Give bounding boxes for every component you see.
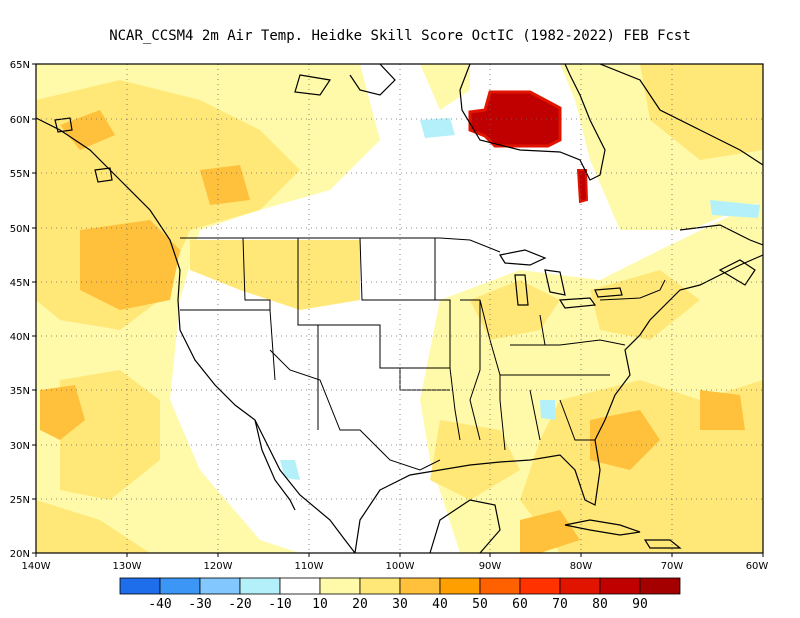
colorbar-label: -30 bbox=[188, 597, 211, 612]
colorbar-label: 70 bbox=[552, 597, 568, 612]
map-title: NCAR_CCSM4 2m Air Temp. Heidke Skill Sco… bbox=[109, 28, 691, 44]
lat-label: 50N bbox=[10, 224, 30, 235]
colorbar-label: 50 bbox=[472, 597, 488, 612]
colorbar-swatch bbox=[319, 577, 361, 595]
colorbar-swatch bbox=[279, 577, 321, 595]
lon-label: 70W bbox=[661, 561, 684, 572]
colorbar-swatch bbox=[119, 577, 161, 595]
lon-labels: 140W 130W 120W 110W 100W 90W 80W 70W 60W bbox=[22, 561, 769, 572]
skill-field bbox=[36, 64, 763, 553]
lat-label: 45N bbox=[10, 278, 30, 289]
colorbar-swatch bbox=[159, 577, 201, 595]
colorbar-label: 40 bbox=[432, 597, 448, 612]
lon-label: 130W bbox=[113, 561, 142, 572]
coastlines bbox=[36, 64, 763, 553]
lat-label: 25N bbox=[10, 495, 30, 506]
colorbar-swatch bbox=[399, 577, 441, 595]
colorbar-label: -40 bbox=[148, 597, 171, 612]
colorbar-label: -20 bbox=[228, 597, 251, 612]
colorbar-swatch bbox=[519, 577, 561, 595]
tick-marks bbox=[32, 63, 764, 557]
colorbar-label: 30 bbox=[392, 597, 408, 612]
lat-label: 20N bbox=[10, 549, 30, 560]
lat-labels: 20N 25N 30N 35N 40N 45N 50N 55N 60N 65N bbox=[10, 60, 30, 560]
colorbar-swatch bbox=[599, 577, 641, 595]
lon-label: 120W bbox=[204, 561, 233, 572]
colorbar: -40 -30 -20 -10 10 20 30 40 50 60 70 80 90 bbox=[119, 577, 681, 612]
colorbar-swatch bbox=[359, 577, 401, 595]
colorbar-swatch bbox=[239, 577, 281, 595]
colorbar-label: 80 bbox=[592, 597, 608, 612]
lon-label: 60W bbox=[746, 561, 769, 572]
lon-label: 140W bbox=[22, 561, 51, 572]
colorbar-swatch bbox=[199, 577, 241, 595]
lat-label: 40N bbox=[10, 332, 30, 343]
lat-label: 65N bbox=[10, 60, 30, 71]
colorbar-label: 20 bbox=[352, 597, 368, 612]
lon-label: 80W bbox=[570, 561, 593, 572]
lon-label: 100W bbox=[386, 561, 415, 572]
lon-label: 110W bbox=[295, 561, 324, 572]
colorbar-label: -10 bbox=[268, 597, 291, 612]
lat-label: 35N bbox=[10, 386, 30, 397]
colorbar-label: 90 bbox=[632, 597, 648, 612]
lat-label: 30N bbox=[10, 441, 30, 452]
colorbar-label: 60 bbox=[512, 597, 528, 612]
lon-label: 90W bbox=[479, 561, 502, 572]
lat-label: 60N bbox=[10, 115, 30, 126]
lat-label: 55N bbox=[10, 169, 30, 180]
graticule bbox=[36, 64, 763, 553]
colorbar-swatch bbox=[559, 577, 601, 595]
colorbar-swatch bbox=[639, 577, 681, 595]
political-borders bbox=[180, 237, 666, 471]
high-skill-region bbox=[468, 90, 589, 204]
colorbar-label: 10 bbox=[312, 597, 328, 612]
colorbar-swatch bbox=[439, 577, 481, 595]
colorbar-swatch bbox=[479, 577, 521, 595]
